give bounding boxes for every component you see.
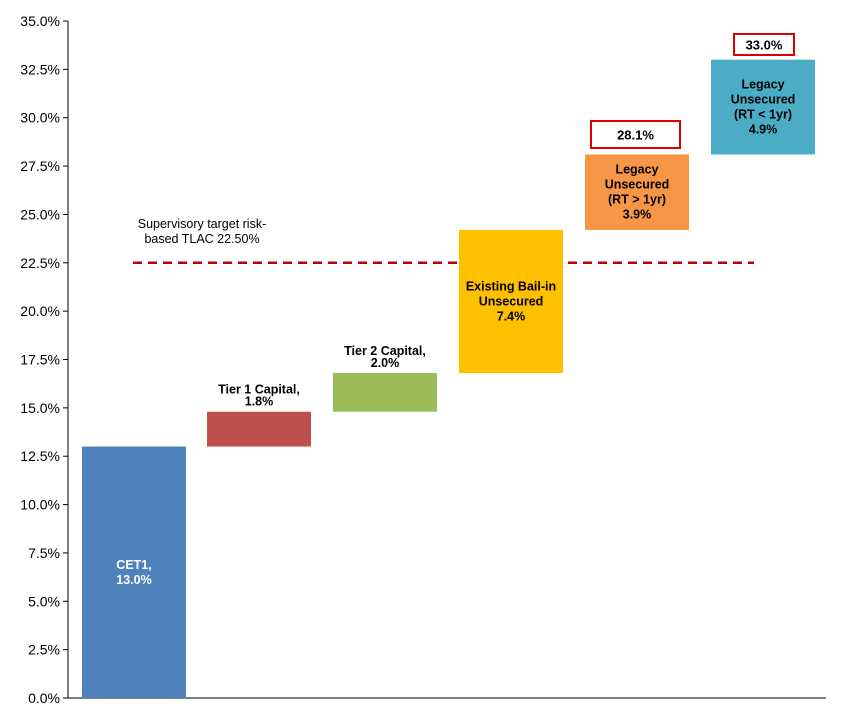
y-tick-label: 20.0% [20, 303, 60, 319]
bar-6-label: Legacy Unsecured (RT < 1yr) 4.9% [731, 78, 796, 137]
reference-line-label: Supervisory target risk-based TLAC 22.50… [138, 217, 267, 246]
bar-2-label: Tier 1 Capital, 1.8% [218, 383, 300, 409]
y-tick-label: 22.5% [20, 255, 60, 271]
y-tick-label: 30.0% [20, 110, 60, 126]
y-tick-label: 5.0% [28, 593, 60, 609]
y-tick-label: 27.5% [20, 158, 60, 174]
bar-1-label: CET1, 13.0% [116, 558, 151, 587]
y-tick-label: 10.0% [20, 497, 60, 513]
y-tick-label: 0.0% [28, 690, 60, 706]
bar-1 [82, 446, 186, 698]
bar-2 [207, 411, 311, 447]
y-tick-label: 35.0% [20, 13, 60, 29]
bar-3-label: Tier 2 Capital, 2.0% [344, 344, 426, 370]
total-box-1 [590, 120, 681, 149]
bar-5-label: Legacy Unsecured (RT > 1yr) 3.9% [605, 163, 670, 222]
total-label-1: 28.1% [617, 128, 654, 143]
bar-3 [333, 373, 437, 412]
y-tick-label: 25.0% [20, 206, 60, 222]
bar-5 [585, 154, 689, 230]
total-box-2 [733, 33, 795, 56]
y-tick-label: 12.5% [20, 448, 60, 464]
bar-4-label: Existing Bail-in Unsecured 7.4% [466, 279, 556, 323]
total-label-2: 33.0% [746, 38, 783, 53]
y-tick-label: 7.5% [28, 545, 60, 561]
bar-4 [459, 229, 563, 374]
y-tick-label: 32.5% [20, 61, 60, 77]
y-tick-label: 15.0% [20, 400, 60, 416]
y-tick-label: 17.5% [20, 352, 60, 368]
bar-6 [711, 59, 815, 155]
y-tick-label: 2.5% [28, 642, 60, 658]
